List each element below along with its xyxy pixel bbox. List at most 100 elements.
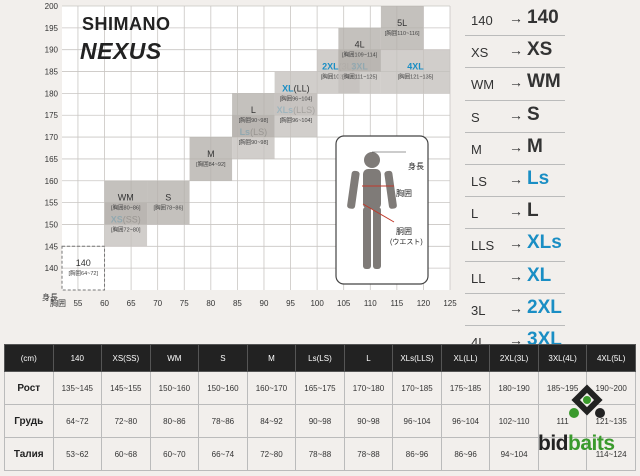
chest-label: 胸囲	[396, 188, 412, 198]
legend-from: WM	[471, 77, 495, 93]
size-box-range: [胸囲78~86]	[154, 204, 184, 212]
size-box-4L	[338, 27, 381, 72]
legend-from: M	[471, 141, 482, 157]
table-cell: 190~200	[586, 371, 636, 405]
y-tick-label: 140	[45, 264, 59, 273]
x-tick-label: 110	[364, 299, 377, 308]
size-box-label: 140	[76, 258, 91, 268]
arrow-icon: →	[509, 331, 523, 348]
table-cell: 165~175	[295, 371, 345, 405]
table-cell: 60~70	[149, 437, 200, 471]
table-cell: 180~190	[489, 371, 539, 405]
legend-to: 140	[527, 7, 559, 28]
table-cell: 53~62	[52, 437, 103, 471]
size-box-4XL	[380, 49, 450, 94]
legend-row: L → L	[465, 197, 565, 230]
legend-to: XLs	[527, 232, 562, 254]
legend-row: LL → XL	[465, 262, 565, 294]
table-cell: 160~170	[246, 371, 297, 405]
x-tick-label: 60	[100, 299, 109, 308]
size-box-label: L	[251, 105, 256, 115]
size-box-range: [胸囲111~125]	[342, 73, 377, 81]
size-box-range: [胸囲84~92]	[196, 160, 226, 168]
table-cell: 86~96	[392, 437, 442, 471]
x-tick-label: 90	[260, 299, 269, 308]
size-table: (cm) 140 XS(SS) WM S M Ls(LS) L XLs(LLS) XL(LL) 2X…	[4, 344, 636, 471]
y-tick-label: 185	[45, 68, 59, 77]
table-cell: 72~80	[101, 404, 151, 438]
size-box-range: [胸囲110~116]	[385, 29, 420, 37]
table-header-cell: XLs(LLS)	[392, 344, 442, 372]
size-box-range: [胸囲72~80]	[111, 225, 141, 233]
y-tick-label: 145	[45, 242, 59, 251]
y-tick-label: 190	[45, 46, 59, 55]
size-box-label: M	[207, 149, 215, 159]
bidbaits-logo	[569, 384, 605, 418]
legend-to: 2XL	[527, 296, 562, 318]
size-box-label: S	[165, 193, 171, 203]
y-tick-label: 180	[45, 89, 59, 98]
y-tick-label: 150	[45, 220, 59, 229]
legend-from: 140	[471, 13, 493, 28]
table-cell: 114~124	[586, 437, 636, 471]
size-box-label: 4XL	[407, 62, 424, 72]
legend-to: WM	[527, 71, 561, 93]
height-label: 身長	[408, 161, 424, 171]
legend-row: XS → XS	[465, 36, 565, 69]
arrow-icon: →	[509, 299, 523, 316]
x-tick-label: 95	[286, 299, 295, 308]
arrow-icon: →	[509, 203, 523, 220]
y-tick-label: 200	[45, 2, 59, 11]
arrow-icon: →	[509, 235, 523, 252]
legend-to: L	[527, 200, 539, 222]
table-cell: 86~96	[440, 437, 491, 471]
legend-row: 3L → 2XL	[465, 294, 565, 326]
table-cell: 72~80	[246, 437, 297, 471]
legend-from: LS	[471, 173, 487, 189]
size-box-range: [胸囲90~98]	[239, 116, 269, 124]
table-cell: 78~88	[343, 437, 394, 471]
arrow-icon: →	[509, 267, 523, 284]
size-box-label: XL(LL)	[282, 83, 310, 93]
table-cell: 150~160	[149, 371, 200, 405]
y-axis-label: 身長	[42, 292, 58, 302]
size-box-label: 5L	[397, 18, 407, 28]
table-header-cell: (cm)	[4, 344, 54, 372]
table-row: Грудь 64~72 72~80 80~86 78~86 84~92 90~98 90~98…	[4, 404, 636, 438]
table-row-label: Грудь	[4, 404, 54, 438]
legend-row: S → S	[465, 101, 565, 133]
table-cell: 96~104	[440, 404, 491, 438]
table-cell: 170~180	[343, 371, 394, 405]
size-box-range: [胸囲109~114]	[342, 51, 378, 59]
x-tick-label: 75	[180, 299, 189, 308]
legend-row: LS → Ls	[465, 165, 565, 198]
table-header-cell: XS(SS)	[101, 344, 151, 372]
watermark-text: bidbaits	[538, 432, 615, 456]
legend-from: LLS	[471, 238, 495, 254]
x-tick-label: 85	[233, 299, 242, 308]
legend-to: Ls	[527, 167, 550, 189]
legend-from: 3L	[471, 302, 486, 318]
legend-to: XS	[527, 39, 553, 61]
size-chart: 140[胸囲64~72]XS(SS)[胸囲72~80]WM[胸囲80~86]S[…	[42, 2, 457, 308]
size-box-label: 4L	[355, 40, 365, 50]
table-cell: 66~74	[198, 437, 248, 471]
x-axis-label: 胸囲	[50, 298, 66, 308]
table-header-cell: WM	[149, 344, 200, 372]
table-header-cell: 4XL(5L)	[586, 344, 636, 372]
table-row-label: Талия	[4, 437, 54, 471]
watermark-part1: bid	[538, 432, 569, 455]
figure-left-arm	[347, 170, 360, 209]
table-row-label: Рост	[4, 371, 54, 405]
table-cell: 170~185	[392, 371, 442, 405]
legend-row: M → M	[465, 133, 565, 165]
table-cell: 175~185	[440, 371, 491, 405]
nexus-logo: NEXUS	[80, 38, 162, 64]
size-box-S	[147, 180, 190, 225]
table-header-cell: S	[198, 344, 248, 372]
waist-sub-label: (ウエスト)	[390, 238, 423, 246]
table-header-cell: L	[343, 344, 394, 372]
arrow-icon: →	[509, 74, 523, 91]
human-figure	[347, 152, 397, 269]
